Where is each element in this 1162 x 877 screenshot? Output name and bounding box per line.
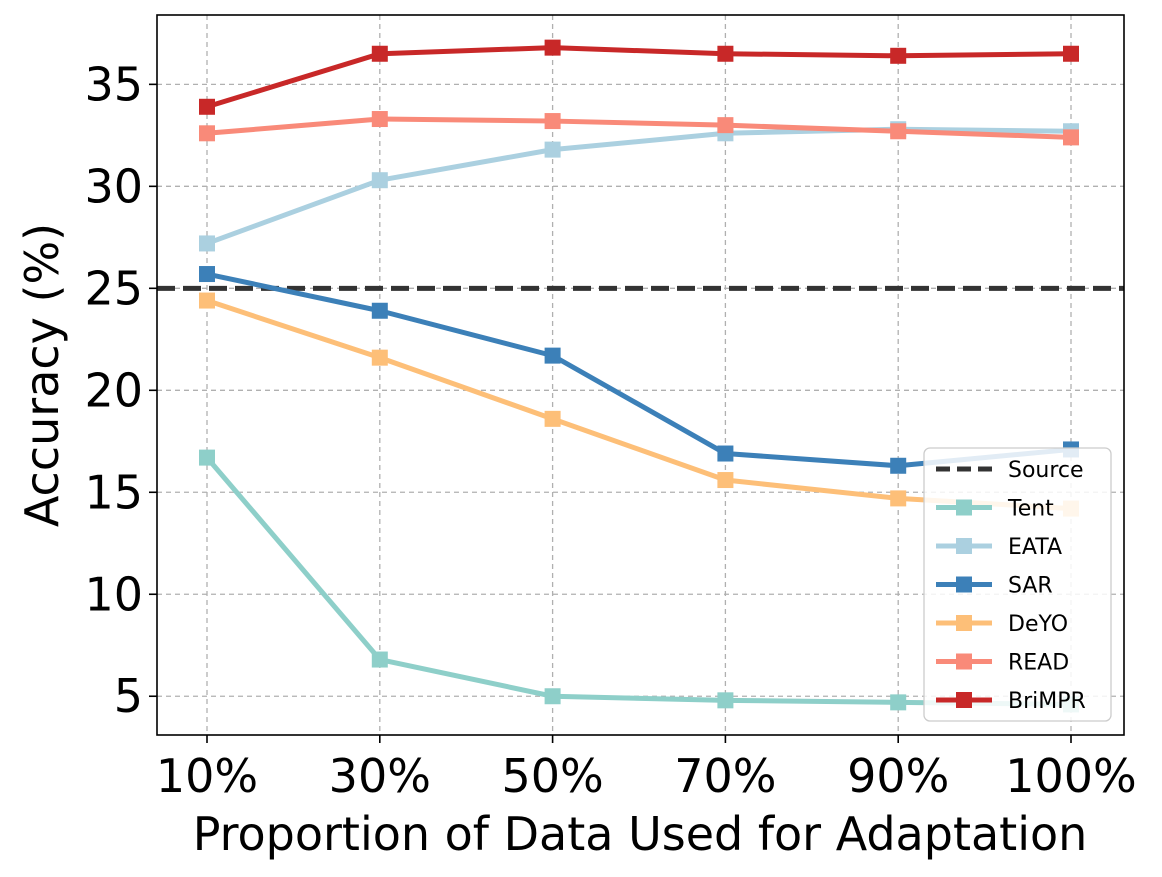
data-point-eata xyxy=(199,235,215,252)
y-tick-label: 20 xyxy=(84,363,143,417)
legend-marker-read xyxy=(956,653,972,670)
legend-box xyxy=(923,447,1112,722)
y-tick-label: 25 xyxy=(84,261,143,315)
data-point-deyo xyxy=(371,349,388,366)
data-point-sar xyxy=(199,266,215,283)
legend-label-sar: SAR xyxy=(1008,574,1053,599)
legend-marker-deyo xyxy=(956,615,972,631)
data-point-brimpr xyxy=(544,39,561,56)
data-point-brimpr xyxy=(199,98,215,115)
series-sar xyxy=(199,266,1079,474)
y-axis-ticks: 5 10 15 20 25 30 35 xyxy=(84,57,157,723)
legend-label-deyo: DeYO xyxy=(1008,612,1068,637)
x-tick-label: 70% xyxy=(674,749,776,803)
data-point-read xyxy=(717,117,734,134)
series-read xyxy=(199,111,1079,146)
series-line-brimpr xyxy=(206,45,1072,110)
data-point-read xyxy=(544,113,561,130)
data-point-sar xyxy=(371,302,388,319)
x-axis-ticks: 10% 30% 50% 70% 90% 100% xyxy=(156,735,1137,803)
data-point-deyo xyxy=(199,292,215,309)
legend-label-source: Source xyxy=(1008,458,1084,483)
series-line-sar xyxy=(206,271,1072,469)
legend-label-eata: EATA xyxy=(1008,535,1062,560)
series-line-eata xyxy=(206,126,1072,246)
plot-frame xyxy=(156,14,1125,736)
data-point-sar xyxy=(544,347,561,364)
data-point-brimpr xyxy=(717,45,734,62)
data-point-sar xyxy=(717,445,734,462)
x-axis-label: Proportion of Data Used for Adaptation xyxy=(193,807,1088,861)
x-tick-label: 50% xyxy=(501,749,603,803)
legend-label-tent: Tent xyxy=(1007,497,1054,522)
data-point-tent xyxy=(544,688,561,705)
data-point-read xyxy=(371,111,388,128)
legend: Source Tent EATA SAR DeYO READ BriMPR xyxy=(923,447,1112,722)
y-tick-label: 35 xyxy=(84,57,143,111)
data-point-read xyxy=(199,125,215,142)
x-tick-label: 10% xyxy=(156,749,258,803)
data-point-brimpr xyxy=(1063,45,1079,62)
legend-marker-sar xyxy=(956,576,972,593)
data-point-sar xyxy=(890,457,907,474)
series-brimpr xyxy=(199,39,1079,115)
data-point-eata xyxy=(371,172,388,189)
legend-marker-brimpr xyxy=(956,692,972,708)
data-point-read xyxy=(1063,129,1079,146)
data-point-eata xyxy=(544,141,561,158)
legend-marker-tent xyxy=(956,499,972,516)
y-tick-label: 5 xyxy=(114,669,143,723)
data-point-tent xyxy=(199,449,215,466)
data-point-tent xyxy=(717,692,734,709)
y-tick-label: 10 xyxy=(84,567,143,621)
legend-marker-eata xyxy=(956,538,972,554)
legend-label-brimpr: BriMPR xyxy=(1008,689,1086,714)
data-point-deyo xyxy=(717,472,734,489)
x-tick-label: 30% xyxy=(329,749,431,803)
legend-label-read: READ xyxy=(1008,651,1069,676)
y-axis-label: Accuracy (%) xyxy=(15,223,69,527)
series-line-read xyxy=(206,116,1072,140)
data-point-brimpr xyxy=(371,45,388,62)
data-point-deyo xyxy=(890,490,907,507)
x-tick-label: 90% xyxy=(847,749,949,803)
data-point-brimpr xyxy=(890,47,907,64)
y-tick-label: 15 xyxy=(84,465,143,519)
x-tick-label: 100% xyxy=(1005,749,1137,803)
data-point-tent xyxy=(371,651,388,668)
data-point-read xyxy=(890,123,907,140)
y-tick-label: 30 xyxy=(84,159,143,213)
data-point-deyo xyxy=(544,410,561,427)
data-point-tent xyxy=(890,694,907,711)
